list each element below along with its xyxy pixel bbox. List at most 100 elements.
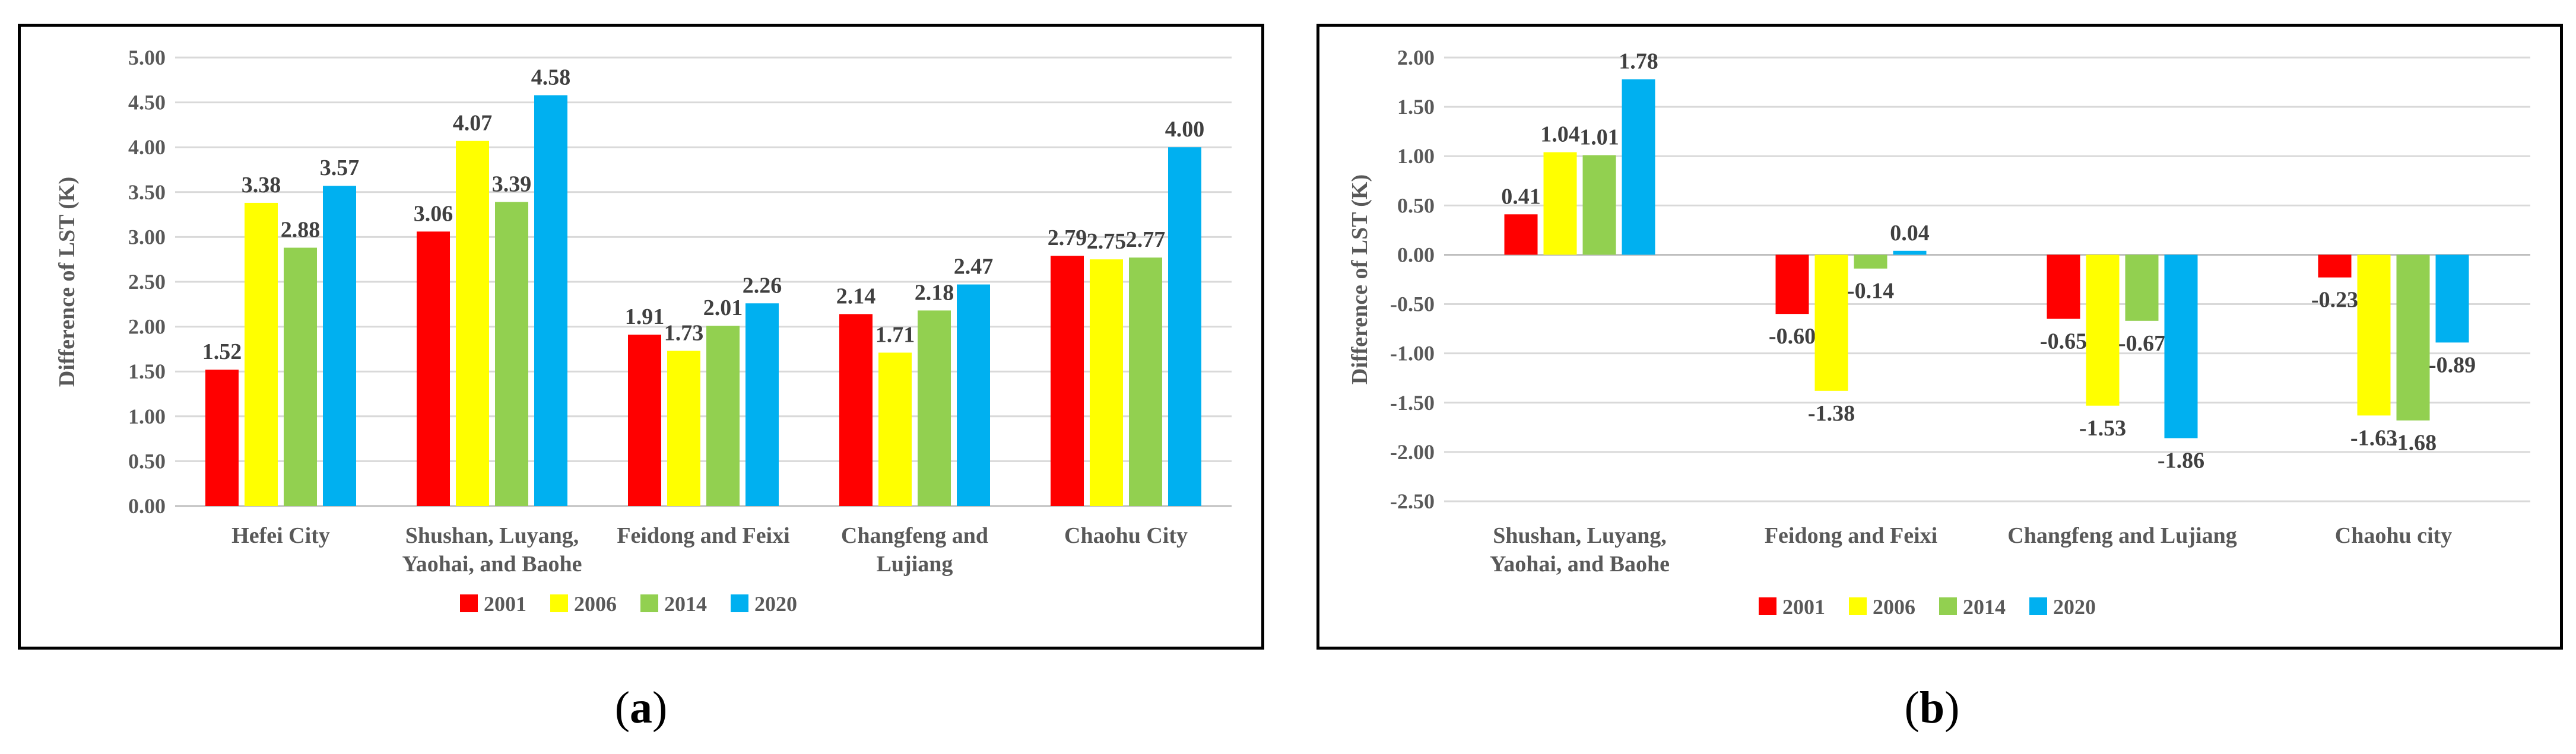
chart-a-data-label: 1.52 <box>202 339 242 364</box>
chart-a-data-label: 3.06 <box>414 201 453 226</box>
chart-b-category-label: Feidong and Feixi <box>1765 523 1937 548</box>
chart-b-legend-swatch <box>1849 597 1867 615</box>
chart-b-data-label: -1.53 <box>2079 416 2126 441</box>
chart-a-bar <box>1090 259 1123 506</box>
chart-a-legend-label: 2020 <box>754 592 797 616</box>
chart-a-data-label: 3.39 <box>492 171 532 196</box>
chart-b-bar <box>1814 254 1848 391</box>
chart-a-y-axis-title: Difference of LST (K) <box>55 177 80 387</box>
chart-a-bar <box>534 95 567 506</box>
chart-b-data-label: 0.41 <box>1501 184 1541 209</box>
chart-a-bar <box>1168 147 1201 506</box>
chart-b-data-label: -0.60 <box>1769 324 1816 349</box>
chart-b-y-tick-label: -2.00 <box>1390 440 1435 464</box>
chart-b-bar <box>1854 254 1887 269</box>
chart-b-y-tick-label: 0.50 <box>1397 193 1435 217</box>
chart-a-category-label: Shushan, Luyang, <box>405 523 579 548</box>
chart-b-y-tick-label: -1.00 <box>1390 342 1435 365</box>
chart-b-y-tick-label: -1.50 <box>1390 391 1435 415</box>
chart-b-legend-label: 2020 <box>2053 595 2096 619</box>
chart-b-bar <box>1543 152 1577 255</box>
chart-b-data-label: 1.78 <box>1619 49 1658 74</box>
chart-b-bar <box>2047 254 2080 319</box>
chart-a-legend-label: 2001 <box>484 592 526 616</box>
chart-b-y-axis-title: Difference of LST (K) <box>1347 174 1372 384</box>
chart-b-data-label: -0.23 <box>2311 288 2358 313</box>
chart-a-data-label: 2.77 <box>1126 227 1166 252</box>
chart-b-legend-label: 2006 <box>1873 595 1915 619</box>
chart-a-y-tick-label: 3.50 <box>128 180 166 204</box>
chart-a-bar <box>284 247 317 506</box>
chart-b-y-tick-label: 0.00 <box>1397 243 1435 266</box>
chart-a-bar <box>417 231 450 506</box>
chart-a-data-label: 1.73 <box>664 320 704 345</box>
chart-b-y-tick-label: 1.50 <box>1397 95 1435 119</box>
chart-b-category-label: Yaohai, and Baohe <box>1490 552 1670 577</box>
chart-a-bar <box>1051 256 1084 506</box>
chart-b-bar <box>2396 254 2430 421</box>
chart-a-data-label: 4.00 <box>1165 117 1205 142</box>
chart-b-data-label: 1.04 <box>1540 122 1580 147</box>
chart-a-y-tick-label: 2.00 <box>128 315 166 339</box>
chart-a-legend-swatch <box>640 594 658 612</box>
chart-b-y-tick-label: -2.50 <box>1390 489 1435 513</box>
chart-b-data-label: -1.68 <box>2390 431 2437 456</box>
chart-a-legend-label: 2006 <box>574 592 617 616</box>
chart-a-y-tick-label: 4.50 <box>128 91 166 114</box>
chart-a-data-label: 2.47 <box>954 254 994 279</box>
chart-b-data-label: -0.67 <box>2118 331 2165 356</box>
chart-b-bar <box>1775 254 1809 314</box>
caption-a-letter: a <box>630 683 652 733</box>
chart-b-legend-label: 2001 <box>1782 595 1825 619</box>
chart-a-y-tick-label: 1.00 <box>128 405 166 428</box>
chart-b-category-label: Shushan, Luyang, <box>1493 523 1667 548</box>
chart-a-category-label: Lujiang <box>877 552 953 577</box>
chart-b-y-tick-label: 1.00 <box>1397 144 1435 168</box>
chart-a-category-label: Feidong and Feixi <box>617 523 789 548</box>
chart-b-bar <box>2435 254 2469 343</box>
chart-b-legend-swatch <box>1759 597 1776 615</box>
chart-b-bar <box>2125 254 2159 321</box>
chart-a-bar <box>495 202 528 506</box>
chart-a-category-label: Hefei City <box>231 523 330 548</box>
chart-a-data-label: 2.01 <box>703 295 743 320</box>
chart-b-bar <box>1504 214 1538 255</box>
chart-b-category-label: Changfeng and Lujiang <box>2007 523 2236 548</box>
chart-a-bar <box>628 335 661 506</box>
chart-a-data-label: 2.79 <box>1048 225 1087 250</box>
chart-a-data-label: 2.18 <box>915 280 954 305</box>
chart-b-y-tick-label: -0.50 <box>1390 292 1435 316</box>
chart-a-bar <box>839 314 873 506</box>
chart-a-bar <box>456 141 489 507</box>
chart-b-data-label: -0.14 <box>1847 279 1894 304</box>
chart-a-data-label: 2.26 <box>743 273 782 298</box>
chart-a-bar <box>918 310 951 506</box>
chart-a-y-tick-label: 3.00 <box>128 225 166 249</box>
chart-a-y-tick-label: 1.50 <box>128 359 166 383</box>
chart-b-data-label: -0.65 <box>2040 329 2087 354</box>
chart-a-data-label: 4.07 <box>453 111 493 136</box>
chart-b-bar <box>1893 250 1927 255</box>
chart-a-bar <box>878 352 912 506</box>
chart-a-category-label: Yaohai, and Baohe <box>402 552 582 577</box>
chart-a-y-tick-label: 0.00 <box>128 494 166 518</box>
chart-a-data-label: 1.71 <box>875 322 915 347</box>
chart-a-y-tick-label: 2.50 <box>128 270 166 294</box>
chart-b-bar <box>2357 254 2391 416</box>
chart-a-bar <box>245 202 278 506</box>
chart-panel-b: -2.50 -2.00 -1.50 -1.00 -0.50 0.00 0.50 1.00 1.5… <box>1316 24 2563 650</box>
chart-b-data-label: -1.86 <box>2158 448 2204 473</box>
chart-a-bar <box>667 351 700 506</box>
chart-a-y-tick-label: 5.00 <box>128 46 166 69</box>
chart-b-legend-swatch <box>1939 597 1957 615</box>
chart-b-bar <box>2086 254 2120 406</box>
chart-a-category-label: Changfeng and <box>841 523 988 548</box>
chart-a-bar <box>205 370 239 506</box>
chart-a-legend-swatch <box>460 594 478 612</box>
caption-b-letter: b <box>1919 683 1945 733</box>
chart-a-legend-label: 2014 <box>664 592 707 616</box>
chart-a-data-label: 2.88 <box>281 218 321 243</box>
chart-a-y-tick-label: 4.00 <box>128 135 166 159</box>
chart-b-bar <box>2164 254 2198 438</box>
chart-b-data-label: 0.04 <box>1890 221 1930 246</box>
